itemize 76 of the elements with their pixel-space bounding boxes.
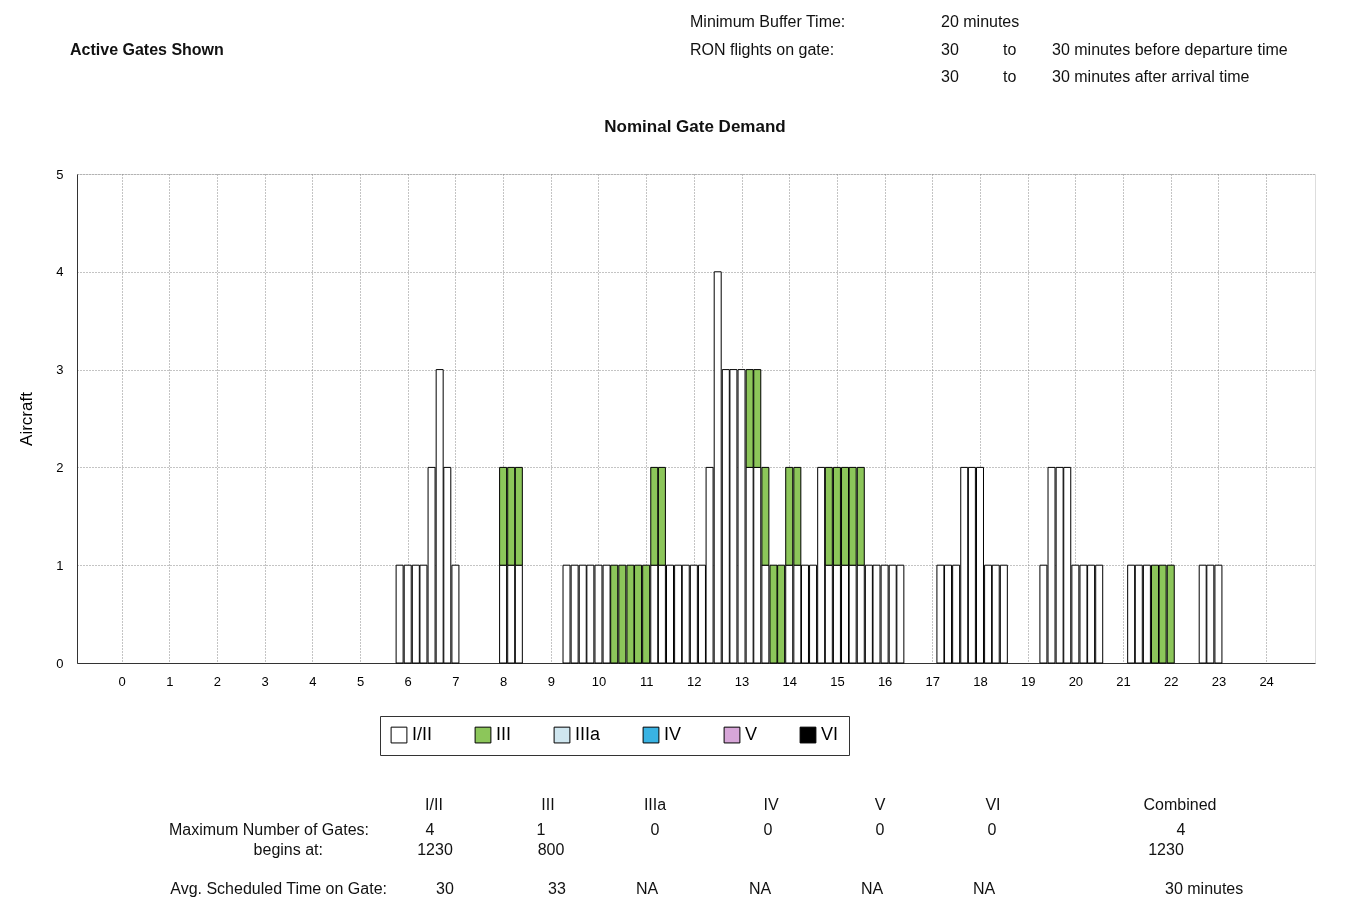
text: NA (635, 880, 659, 897)
text: 30 (941, 41, 959, 58)
legend-label: III (496, 724, 512, 745)
legend-label: IV (664, 724, 682, 745)
text: Avg. Scheduled Time on Gate: (170, 880, 387, 897)
x-tick-label: 9 (547, 673, 555, 689)
text: 4 (425, 821, 435, 838)
text: IV (763, 796, 779, 813)
y-tick-label: 1 (56, 557, 64, 573)
text: VI (985, 796, 1001, 813)
y-tick-label: 0 (56, 655, 64, 671)
x-tick-label: 23 (1211, 673, 1227, 689)
x-tick-label: 16 (877, 673, 893, 689)
text: IIIa (643, 796, 667, 813)
x-tick-label: 22 (1164, 673, 1179, 689)
text: I/II (425, 796, 443, 813)
text: 1 (536, 821, 546, 838)
y-tick-label: 2 (56, 459, 64, 475)
text: 0 (763, 821, 773, 838)
text: 1230 (417, 841, 453, 858)
text: NA (748, 880, 772, 897)
chart-title: Nominal Gate Demand (604, 117, 786, 136)
text: 30 minutes before departure time (1052, 41, 1288, 58)
text: 4 (1176, 821, 1186, 838)
text: to (1003, 68, 1017, 85)
x-tick-label: 21 (1116, 673, 1131, 689)
text: Combined (1143, 796, 1217, 813)
x-tick-label: 18 (973, 673, 988, 689)
text: 20 minutes (941, 13, 1020, 30)
text: 1230 (1148, 841, 1184, 858)
text: V (874, 796, 886, 813)
text: RON flights on gate: (690, 41, 835, 58)
text: III (541, 796, 555, 813)
legend-label: I/II (412, 724, 433, 745)
x-tick-label: 19 (1020, 673, 1036, 689)
text: begins at: (253, 841, 323, 858)
x-tick-label: 14 (782, 673, 797, 689)
x-tick-label: 17 (925, 673, 941, 689)
x-tick-label: 8 (499, 673, 508, 689)
x-tick-label: 11 (639, 673, 654, 689)
text: NA (860, 880, 884, 897)
x-tick-label: 6 (404, 673, 412, 689)
legend-label: VI (821, 724, 839, 745)
text: Active Gates Shown (70, 41, 224, 58)
legend-label: V (745, 724, 758, 745)
x-tick-label: 5 (356, 673, 365, 689)
text: 0 (650, 821, 660, 838)
x-tick-label: 4 (309, 673, 317, 689)
y-tick-label: 3 (56, 362, 64, 378)
x-tick-label: 0 (118, 673, 126, 689)
text: to (1003, 41, 1017, 58)
y-axis-title: Aircraft (17, 391, 37, 446)
x-tick-label: 3 (261, 673, 269, 689)
text: 33 (548, 880, 566, 897)
y-tick-label: 5 (56, 166, 64, 182)
text: 30 minutes (1165, 880, 1244, 897)
x-tick-label: 1 (166, 673, 174, 689)
x-tick-label: 10 (591, 673, 607, 689)
text: 30 (436, 880, 454, 897)
x-tick-label: 2 (213, 673, 222, 689)
x-tick-label: 13 (734, 673, 750, 689)
text: Minimum Buffer Time: (690, 13, 846, 30)
text: Maximum Number of Gates: (168, 821, 369, 838)
text: 0 (875, 821, 885, 838)
x-tick-label: 24 (1259, 673, 1274, 689)
text: 30 (941, 68, 959, 85)
legend-label: IIIa (575, 724, 601, 745)
x-tick-label: 20 (1068, 673, 1084, 689)
text: 0 (987, 821, 997, 838)
text: 30 minutes after arrival time (1052, 68, 1250, 85)
text: 800 (537, 841, 565, 858)
x-tick-label: 15 (830, 673, 845, 689)
x-tick-label: 7 (452, 673, 460, 689)
x-tick-label: 12 (687, 673, 702, 689)
y-tick-label: 4 (56, 264, 64, 280)
text: NA (972, 880, 996, 897)
